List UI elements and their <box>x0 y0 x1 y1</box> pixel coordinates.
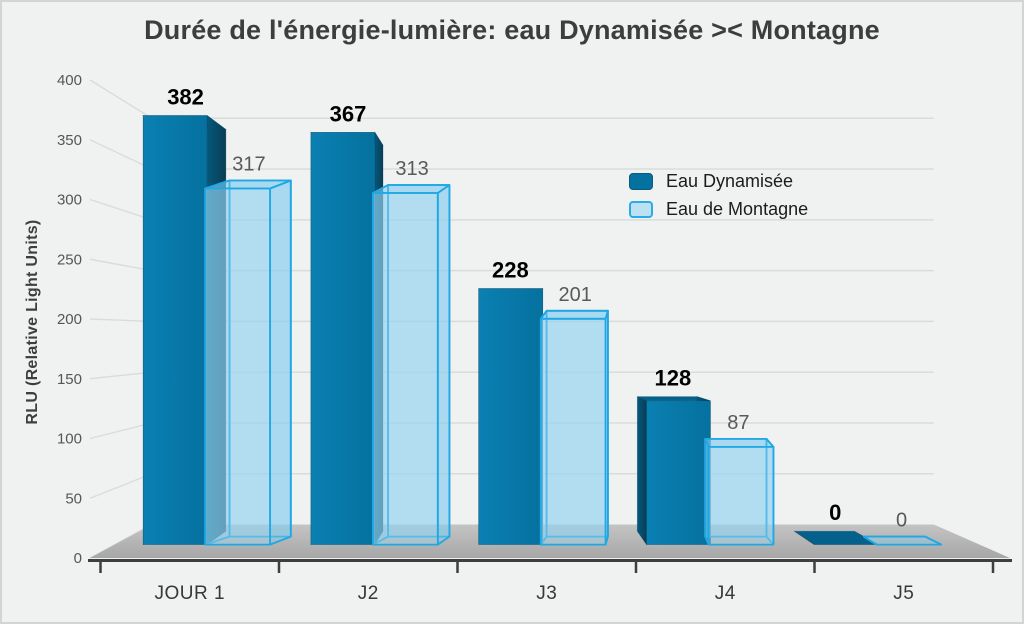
eau-dynamis-e-bar-JOUR1-front <box>142 115 208 545</box>
legend-label-eau-dynamisee: Eau Dynamisée <box>666 171 794 191</box>
y-tick-label-400: 400 <box>57 72 82 89</box>
y-tick-connector-50 <box>89 473 153 499</box>
eau-de-montagne-bar-J4-front <box>707 445 775 546</box>
y-tick-connector-400 <box>89 79 153 119</box>
category-label-4: J4 <box>715 583 736 604</box>
y-tick-label-300: 300 <box>57 192 82 209</box>
eau-de-montagne-bar-J2-right <box>436 184 451 546</box>
value-label-eau-de-montagne-bar-J3: 201 <box>559 284 592 306</box>
legend-label-eau-de-montagne: Eau de Montagne <box>666 199 809 219</box>
eau-dynamis-e-bar-J3-front <box>478 288 544 545</box>
value-label-eau-de-montagne-bar-J4: 87 <box>727 412 749 434</box>
y-tick-label-350: 350 <box>57 132 82 149</box>
eau-de-montagne-bar-JOUR1-front <box>204 187 272 546</box>
category-label-5: J5 <box>893 583 914 604</box>
value-label-eau-de-montagne-bar-JOUR1: 317 <box>232 154 265 176</box>
y-tick-connector-250 <box>89 258 152 272</box>
y-tick-label-150: 150 <box>57 371 82 388</box>
eau-de-montagne-bar-J5-top <box>862 535 943 546</box>
eau-dynamis-e-bar-J2-front <box>310 132 376 545</box>
y-tick-connector-200 <box>89 318 152 323</box>
eau-de-montagne-bar-J3-top <box>539 309 609 320</box>
value-label-eau-dynamis-e-bar-J2: 367 <box>330 101 367 126</box>
legend-item-eau-dynamisee: Eau Dynamisée <box>629 170 808 193</box>
y-tick-connector-300 <box>89 198 153 221</box>
eau-de-montagne-bar-J2-top <box>372 184 451 194</box>
y-tick-connector-350 <box>89 139 153 170</box>
eau-dynamis-e-bar-J4-front <box>646 400 711 545</box>
legend-swatch-eau-de-montagne <box>629 201 653 218</box>
legend-swatch-eau-dynamisee <box>629 173 653 190</box>
eau-dynamis-e-bar-J4-left <box>636 396 647 546</box>
category-label-3: J3 <box>536 583 557 604</box>
y-tick-label-100: 100 <box>57 431 82 448</box>
y-tick-label-250: 250 <box>57 251 82 268</box>
chart-title: Durée de l'énergie-lumière: eau Dynamisé… <box>144 15 880 45</box>
value-label-eau-de-montagne-bar-J5: 0 <box>896 510 907 532</box>
y-tick-label-50: 50 <box>65 490 82 507</box>
value-label-eau-dynamis-e-bar-J3: 228 <box>492 258 529 283</box>
eau-de-montagne-bar-J2-front <box>372 192 439 546</box>
y-tick-connector-100 <box>89 422 152 440</box>
eau-de-montagne-bar-J4-top <box>704 437 775 448</box>
category-label-2: J2 <box>358 583 379 604</box>
value-label-eau-dynamis-e-bar-JOUR1: 382 <box>167 85 204 110</box>
value-label-eau-de-montagne-bar-J2: 313 <box>395 158 428 180</box>
y-tick-connector-150 <box>89 371 152 380</box>
value-label-eau-dynamis-e-bar-J4: 128 <box>654 366 691 391</box>
eau-de-montagne-bar-JOUR1-right <box>269 179 292 546</box>
y-tick-label-200: 200 <box>57 311 82 328</box>
legend: Eau Dynamisée Eau de Montagne <box>629 170 808 226</box>
eau-de-montagne-bar-J3-front <box>539 317 607 546</box>
legend-item-eau-de-montagne: Eau de Montagne <box>629 198 808 221</box>
value-label-eau-dynamis-e-bar-J5: 0 <box>829 500 841 525</box>
eau-dynamis-e-bar-J5-left <box>794 530 815 545</box>
y-tick-label-0: 0 <box>74 550 82 567</box>
category-label-1: JOUR 1 <box>154 583 225 604</box>
